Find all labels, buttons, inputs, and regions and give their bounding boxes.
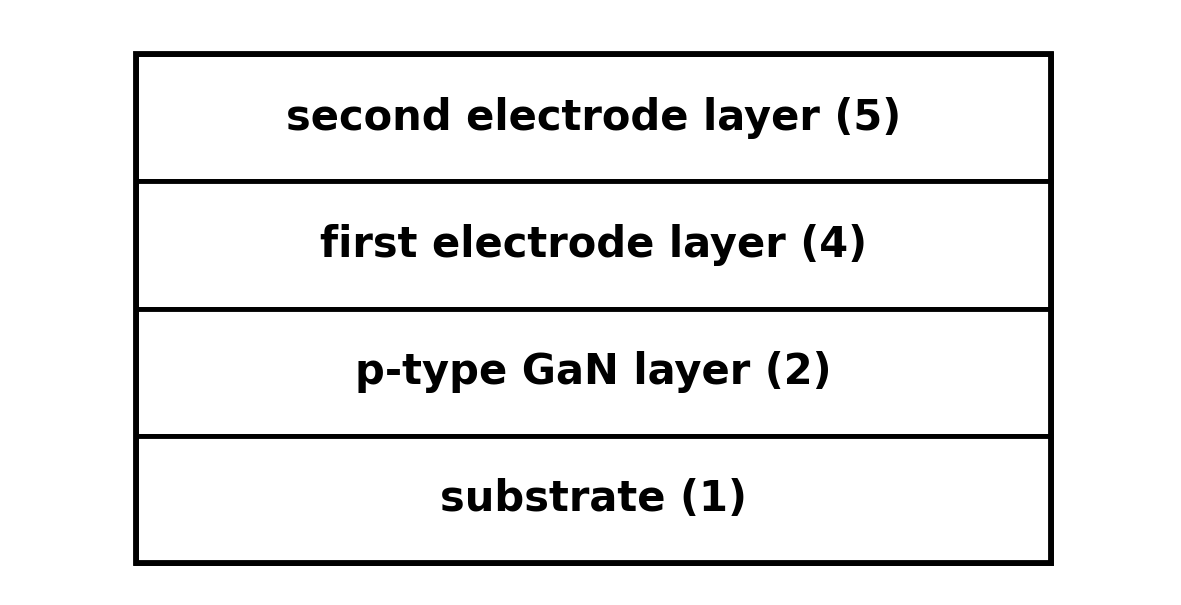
Bar — [136, 182, 1051, 309]
Text: second electrode layer (5): second electrode layer (5) — [286, 97, 901, 139]
Bar — [136, 54, 1051, 182]
Bar — [136, 436, 1051, 563]
Bar — [136, 309, 1051, 436]
Text: p-type GaN layer (2): p-type GaN layer (2) — [355, 351, 831, 393]
Text: first electrode layer (4): first electrode layer (4) — [320, 224, 867, 266]
Text: substrate (1): substrate (1) — [441, 478, 746, 520]
Bar — [136, 54, 1051, 563]
